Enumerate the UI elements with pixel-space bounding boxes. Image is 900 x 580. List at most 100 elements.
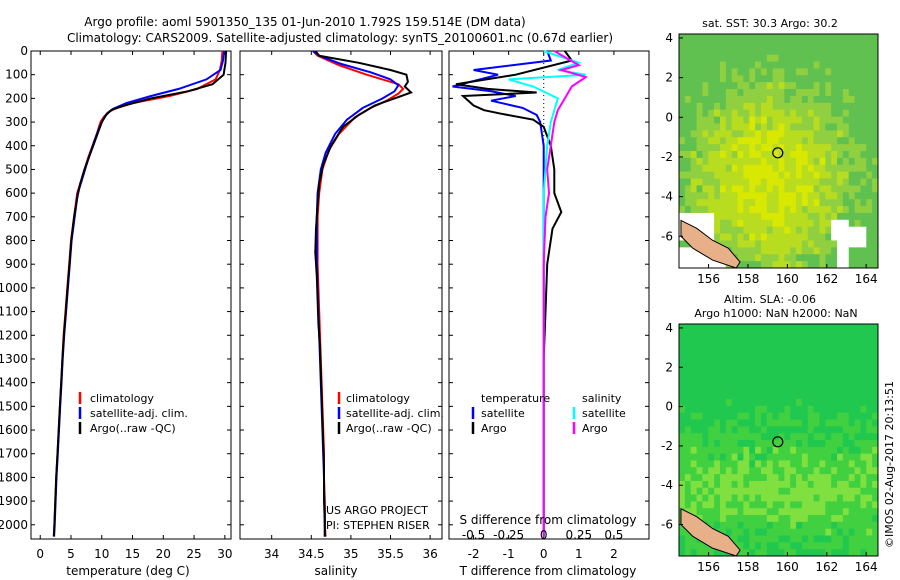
map-cell: [755, 501, 762, 509]
argo-location-marker: [772, 147, 784, 159]
map-cell: [696, 480, 703, 489]
map-cell: [848, 351, 856, 359]
map-cell: [696, 171, 703, 180]
map-cell: [708, 54, 715, 63]
map-cell: [755, 508, 762, 516]
map-cell: [772, 440, 779, 448]
map-cell: [842, 54, 850, 63]
map-cell: [743, 501, 750, 509]
map-cell: [725, 144, 733, 152]
x-tick-label: 25: [186, 547, 201, 561]
series-satellite: [53, 50, 226, 537]
map-cell: [807, 344, 815, 352]
map-cell: [778, 212, 785, 221]
map-cell: [679, 433, 686, 441]
map-cell: [831, 254, 838, 262]
map-cell: [807, 412, 815, 421]
map-cell: [696, 75, 703, 83]
map-cell: [831, 123, 838, 131]
map-cell: [854, 61, 861, 69]
map-cell: [772, 116, 779, 124]
map-cell: [872, 68, 879, 76]
map-cell: [719, 453, 727, 461]
map-cell: [719, 95, 727, 104]
map-cell: [760, 95, 768, 104]
map-cell: [796, 40, 803, 49]
map-cell: [866, 433, 873, 441]
map-cell: [813, 426, 820, 434]
map-cell: [831, 351, 838, 359]
map-cell: [819, 515, 826, 523]
map-cell: [737, 212, 744, 221]
map-cell: [760, 419, 768, 427]
map-cell: [719, 68, 727, 76]
map-cell: [778, 440, 785, 448]
map-cell: [731, 116, 739, 124]
map-cell: [749, 480, 756, 489]
map-cell: [807, 494, 815, 502]
map-cell: [784, 501, 791, 509]
map-cell: [796, 68, 803, 76]
map-cell: [796, 501, 803, 509]
map-cell: [766, 34, 774, 42]
map-cell: [819, 528, 826, 537]
map-cell: [708, 399, 715, 407]
map-cell: [854, 535, 861, 543]
map-cell: [848, 144, 856, 152]
map-cell: [807, 75, 815, 83]
map-cell: [825, 82, 832, 90]
map-cell: [854, 130, 861, 138]
map-cell: [719, 351, 727, 359]
map-cell: [737, 157, 744, 166]
map-cell: [813, 206, 820, 214]
map-cell: [831, 528, 838, 537]
map-cell: [801, 82, 809, 90]
map-cell: [784, 157, 791, 166]
map-cell: [731, 68, 739, 76]
map-cell: [784, 385, 791, 393]
map-cell: [813, 226, 820, 235]
map-cell: [766, 192, 774, 200]
map-cell: [708, 192, 715, 200]
map-cell: [807, 467, 815, 475]
map-cell: [766, 535, 774, 543]
map-cell: [749, 95, 756, 104]
map-cell: [679, 412, 686, 421]
map-cell: [872, 95, 879, 104]
map-cell: [743, 157, 750, 166]
map-cell: [860, 130, 867, 138]
salinity-plot-frame: [239, 50, 443, 540]
map-cell: [790, 378, 797, 386]
map-cell: [790, 542, 797, 550]
map-cell: [790, 337, 797, 345]
map-cell: [825, 47, 832, 56]
map-cell: [819, 254, 826, 262]
map-cell: [854, 460, 861, 468]
map-cell: [796, 137, 803, 145]
map-cell: [831, 192, 838, 200]
map-cell: [872, 528, 879, 537]
map-cell: [702, 171, 709, 180]
map-cell: [696, 385, 703, 393]
map-cell: [749, 199, 756, 207]
map-cell: [778, 535, 785, 543]
map-cell: [825, 330, 832, 339]
map-cell: [702, 405, 709, 414]
map-cell: [825, 337, 832, 345]
map-cell: [790, 157, 797, 166]
map-cell: [731, 460, 739, 468]
map-cell: [842, 399, 850, 407]
map-cell: [790, 508, 797, 516]
legend-t-argo: Argo: [481, 422, 507, 435]
map-cell: [708, 34, 715, 42]
map-cell: [743, 474, 750, 482]
map-cell: [866, 487, 873, 496]
map-cell: [860, 137, 867, 145]
map-cell: [837, 212, 844, 221]
map-cell: [831, 440, 838, 448]
map-lon-label: 158: [737, 560, 760, 574]
map-cell: [731, 378, 739, 386]
map-cell: [772, 40, 779, 49]
map-cell: [778, 433, 785, 441]
map-cell: [719, 34, 727, 42]
